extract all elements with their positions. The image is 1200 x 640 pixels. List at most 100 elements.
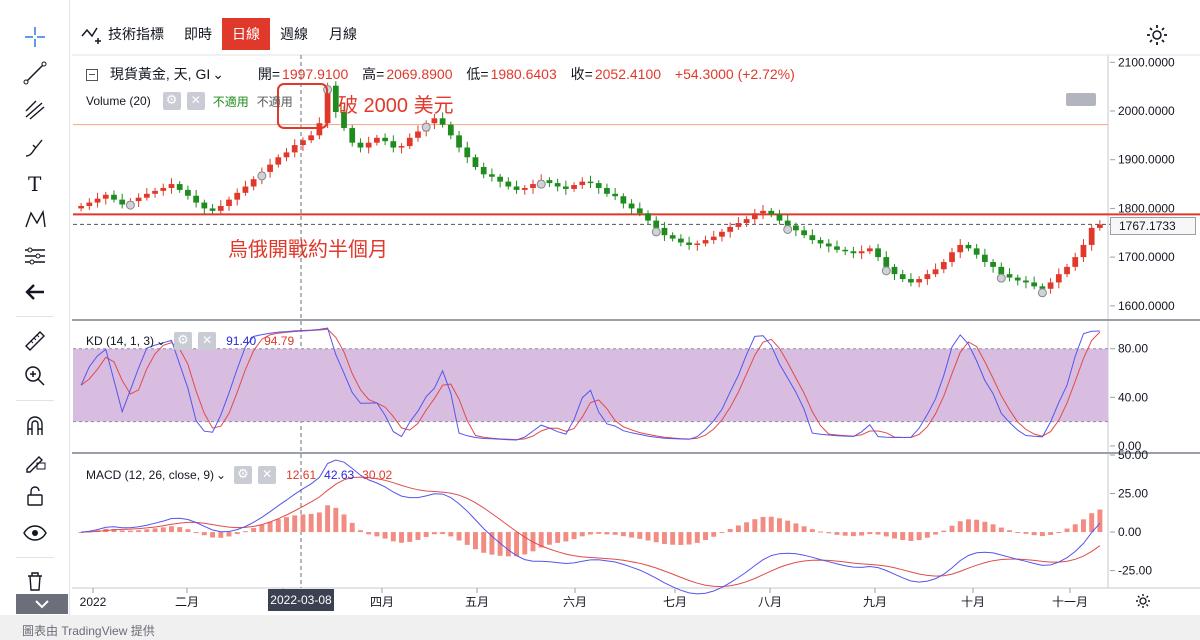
macd-label[interactable]: MACD (12, 26, close, 9) — [86, 468, 215, 482]
text-icon[interactable]: T — [17, 168, 53, 198]
macd-histogram-bar — [341, 514, 347, 533]
gear-icon[interactable] — [234, 466, 253, 484]
macd-histogram-bar — [308, 513, 314, 533]
interval-realtime[interactable]: 即時 — [184, 18, 212, 50]
chart-canvas[interactable]: 2100.0000 2000.0000 1900.0000 1800.0000 1700… — [0, 0, 1200, 615]
macd-histogram-bar — [366, 532, 372, 535]
event-marker — [125, 200, 135, 210]
collapse-toolbar-button[interactable] — [16, 594, 68, 614]
close-icon[interactable] — [198, 332, 217, 350]
back-arrow-icon[interactable] — [17, 277, 53, 307]
macd-histogram-bar — [620, 532, 626, 537]
kd-tick-label: 80.00 — [1118, 342, 1148, 356]
candle-body — [332, 85, 339, 112]
candle-body — [661, 227, 668, 236]
ohlc-legend: 現貨黃金, 天, GI ⌄ 開= 1997.9100 高= 2069.8900 低= 1… — [86, 64, 797, 84]
pitchfork-icon[interactable] — [17, 95, 53, 125]
candle-body — [308, 135, 315, 141]
gear-icon[interactable] — [162, 92, 181, 110]
gear-icon[interactable] — [1144, 22, 1170, 48]
macd-histogram-bar — [267, 521, 273, 533]
close-icon[interactable] — [186, 92, 205, 110]
candle-body — [143, 193, 150, 198]
top-toolbar: 技術指標 即時 日線 週線 月線 — [70, 18, 1200, 50]
macd-histogram-bar — [325, 505, 331, 533]
ruler-icon[interactable] — [17, 326, 53, 356]
macd-histogram-bar — [127, 530, 133, 533]
candle-body — [801, 230, 807, 236]
trash-icon[interactable] — [17, 566, 53, 596]
macd-histogram-bar — [579, 532, 585, 537]
macd-histogram-bar — [456, 532, 462, 541]
candle-body — [562, 186, 569, 189]
candle-body — [735, 223, 742, 227]
macd-histogram-bar — [809, 529, 815, 533]
interval-monthly[interactable]: 月線 — [329, 18, 357, 50]
macd-histogram-bar — [793, 523, 799, 533]
candle-body — [406, 137, 413, 147]
brush-icon[interactable] — [17, 132, 53, 162]
macd-histogram-bar — [473, 532, 478, 550]
macd-histogram-bar — [481, 532, 487, 553]
candle-body — [949, 252, 955, 262]
candle-body — [365, 142, 372, 148]
macd-histogram-bar — [177, 527, 183, 533]
candle-body — [176, 184, 183, 190]
macd-histogram-bar — [522, 532, 528, 555]
last-price-label: 1767.1733 — [1110, 217, 1196, 235]
trend-line-icon[interactable] — [17, 58, 53, 88]
gear-icon[interactable] — [174, 332, 193, 350]
candle-body — [497, 176, 503, 182]
macd-histogram-bar — [259, 524, 265, 533]
candle-body — [1064, 266, 1070, 275]
lock-icon[interactable] — [17, 481, 53, 511]
long-short-icon[interactable] — [17, 241, 53, 271]
magnet-icon[interactable] — [17, 411, 53, 441]
candle-body — [513, 186, 520, 190]
candle-body — [793, 225, 799, 231]
collapse-legend-icon[interactable] — [86, 69, 98, 82]
pane-collapse-button[interactable] — [1066, 93, 1096, 106]
candle-body — [382, 137, 388, 142]
indicators-button[interactable]: 技術指標 — [80, 18, 164, 50]
candle-body — [686, 242, 692, 245]
macd-histogram-bar — [505, 532, 511, 557]
candle-body — [891, 266, 898, 275]
macd-histogram-bar — [1080, 519, 1086, 533]
candle-body — [242, 186, 249, 193]
crosshair-icon[interactable] — [17, 22, 53, 52]
candle-body — [924, 274, 931, 280]
gear-icon[interactable] — [1134, 592, 1152, 610]
eye-icon[interactable] — [17, 518, 53, 548]
high-label: 高= — [362, 66, 385, 82]
candle-body — [620, 196, 627, 204]
candle-body — [480, 167, 487, 175]
macd-histogram-bar — [924, 532, 930, 538]
volume-label[interactable]: Volume (20) — [86, 94, 151, 108]
annotation-war: 烏俄開戰約半個月 — [228, 239, 388, 261]
interval-daily[interactable]: 日線 — [222, 18, 270, 50]
macd-histogram-bar — [916, 532, 922, 541]
kd-label[interactable]: KD (14, 1, 3) — [86, 334, 155, 348]
symbol-name[interactable]: 現貨黃金, 天, GI — [109, 66, 211, 82]
time-tick-label: 九月 — [863, 595, 887, 609]
close-icon[interactable] — [258, 466, 277, 484]
open-value: 1997.9100 — [282, 66, 349, 82]
candle-body — [858, 251, 865, 254]
macd-histogram-bar — [974, 519, 980, 533]
macd-histogram-bar — [933, 532, 939, 535]
candle-body — [456, 135, 462, 148]
zoom-icon[interactable] — [17, 361, 53, 391]
macd-legend: MACD (12, 26, close, 9)⌄ 12.61 42.63 30.… — [86, 466, 392, 484]
pattern-icon[interactable] — [17, 205, 53, 235]
lock-drawing-icon[interactable] — [17, 446, 53, 476]
macd-histogram-bar — [694, 532, 700, 543]
macd-histogram-bar — [1039, 532, 1045, 537]
macd-histogram-bar — [661, 532, 667, 544]
interval-weekly[interactable]: 週線 — [280, 18, 308, 50]
open-label: 開= — [257, 66, 281, 82]
macd-histogram-bar — [111, 529, 117, 533]
price-tick-label: 1600.0000 — [1118, 299, 1175, 313]
candle-body — [612, 193, 619, 197]
